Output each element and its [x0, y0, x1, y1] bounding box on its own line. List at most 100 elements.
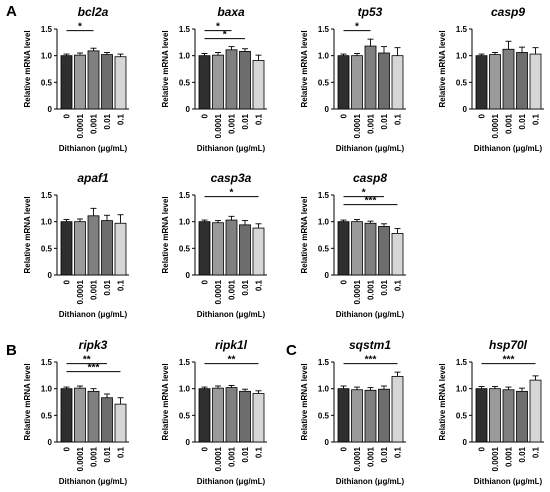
significance-label: ***	[365, 196, 377, 207]
y-tick-label: 0	[186, 271, 191, 280]
chart-casp9: casp9 0 0.5 1.0 1.5 Relative mRNA level 0 0.000…	[438, 5, 544, 153]
significance-label: ***	[88, 363, 100, 374]
x-tick-label: 0.01	[241, 446, 250, 462]
x-tick-label: 0.1	[394, 113, 403, 125]
y-axis-label: Relative mRNA level	[438, 363, 447, 440]
x-tick-label: 0.0001	[491, 113, 500, 138]
x-tick-label: 0.001	[90, 446, 99, 467]
y-axis-label: Relative mRNA level	[161, 363, 170, 440]
y-tick-label: 0.5	[41, 411, 53, 420]
bar	[529, 379, 542, 443]
significance-label: *	[223, 30, 227, 41]
y-tick-label: 0.5	[179, 244, 191, 253]
x-axis-label: Dithianon (μg/mL)	[197, 144, 266, 153]
significance-label: ***	[365, 355, 377, 366]
bar	[212, 54, 224, 110]
x-tick-label: 0.01	[380, 279, 389, 295]
bar	[225, 219, 238, 276]
bar	[337, 221, 350, 276]
bar	[101, 397, 113, 443]
x-tick-label: 0.01	[103, 279, 112, 295]
x-tick-label: 0.001	[367, 446, 376, 467]
bar	[198, 388, 211, 443]
chart-ripk3: ripk3 0 0.5 1.0 1.5 Relative mRNA level 0 0.000…	[23, 338, 129, 486]
x-axis-label: Dithianon (μg/mL)	[197, 310, 266, 319]
x-tick-label: 0.001	[505, 446, 514, 467]
bar	[114, 222, 127, 276]
chart-title: baxa	[217, 5, 245, 19]
y-tick-label: 1.5	[179, 358, 191, 367]
bar	[212, 387, 224, 443]
chart-title: casp9	[491, 5, 525, 19]
x-tick-label: 0.1	[255, 113, 264, 125]
y-tick-label: 0	[48, 271, 53, 280]
y-tick-label: 0	[48, 438, 53, 447]
x-axis-label: Dithianon (μg/mL)	[336, 310, 405, 319]
chart-title: hsp70l	[489, 338, 528, 352]
y-tick-label: 1.5	[456, 358, 468, 367]
x-axis-label: Dithianon (μg/mL)	[59, 144, 128, 153]
bar	[391, 55, 404, 110]
y-tick-label: 1.5	[456, 25, 468, 34]
y-tick-label: 1.0	[41, 385, 53, 394]
chart-title: apaf1	[77, 171, 109, 185]
x-tick-label: 0.01	[103, 446, 112, 462]
y-axis-label: Relative mRNA level	[161, 196, 170, 273]
x-tick-label: 0.1	[394, 279, 403, 291]
y-tick-label: 0	[186, 105, 191, 114]
chart-title: casp3a	[211, 171, 252, 185]
y-tick-label: 0	[325, 105, 330, 114]
bar	[87, 50, 100, 110]
bar	[114, 403, 127, 443]
y-tick-label: 0.5	[456, 78, 468, 87]
y-tick-label: 1.5	[41, 358, 53, 367]
chart-casp3a: casp3a 0 0.5 1.0 1.5 Relative mRNA level 0 0.00…	[161, 171, 267, 319]
y-tick-label: 1.0	[318, 52, 330, 61]
x-tick-label: 0.001	[367, 113, 376, 134]
x-tick-label: 0.001	[228, 113, 237, 134]
y-axis-label: Relative mRNA level	[23, 363, 32, 440]
x-tick-label: 0.1	[117, 113, 126, 125]
chart-hsp70l: hsp70l 0 0.5 1.0 1.5 Relative mRNA level 0 0.00…	[438, 338, 544, 486]
bar	[239, 390, 251, 443]
chart-baxa: baxa 0 0.5 1.0 1.5 Relative mRNA level 0 0.0001…	[161, 5, 267, 153]
y-tick-label: 0	[186, 438, 191, 447]
y-tick-label: 1.0	[41, 218, 53, 227]
y-tick-label: 1.5	[179, 191, 191, 200]
chart-ripk1l: ripk1l 0 0.5 1.0 1.5 Relative mRNA level 0 0.00…	[161, 338, 267, 486]
y-tick-label: 1.5	[41, 191, 53, 200]
y-tick-label: 1.0	[456, 52, 468, 61]
x-tick-label: 0.01	[380, 446, 389, 462]
chart-title: ripk3	[79, 338, 108, 352]
y-tick-label: 0	[325, 438, 330, 447]
x-tick-label: 0.001	[90, 279, 99, 300]
bar	[489, 54, 501, 110]
bar	[198, 221, 211, 276]
x-tick-label: 0.1	[532, 446, 541, 458]
bar	[101, 220, 113, 276]
bar	[337, 388, 350, 443]
y-tick-label: 1.0	[456, 385, 468, 394]
bar	[337, 55, 350, 110]
bar	[502, 389, 515, 443]
x-tick-label: 0.1	[394, 446, 403, 458]
significance-label: **	[83, 355, 91, 366]
y-tick-label: 0.5	[41, 244, 53, 253]
significance-label: **	[228, 355, 236, 366]
x-tick-label: 0.01	[103, 113, 112, 129]
bar	[378, 388, 390, 443]
chart-title: sqstm1	[349, 338, 391, 352]
x-tick-label: 0.0001	[353, 446, 362, 471]
bar	[239, 51, 251, 110]
x-tick-label: 0	[63, 279, 72, 284]
x-axis-label: Dithianon (μg/mL)	[474, 477, 543, 486]
x-tick-label: 0.01	[518, 446, 527, 462]
significance-label: ***	[503, 355, 515, 366]
y-tick-label: 0	[325, 271, 330, 280]
significance-label: *	[78, 22, 82, 33]
x-tick-label: 0	[201, 446, 210, 451]
x-tick-label: 0	[63, 446, 72, 451]
bar	[74, 221, 86, 276]
y-tick-label: 0.5	[318, 244, 330, 253]
